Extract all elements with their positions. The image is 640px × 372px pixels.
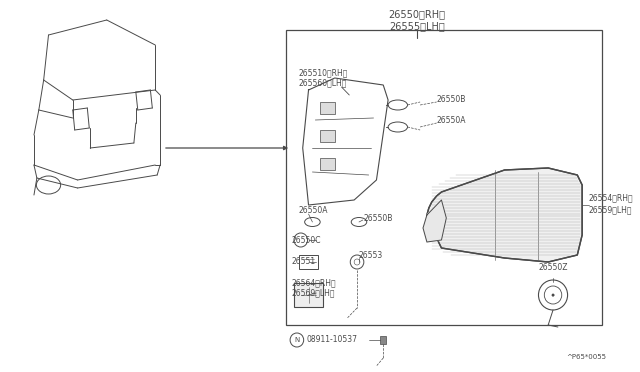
- Text: 26554〈RH〉: 26554〈RH〉: [589, 193, 634, 202]
- Polygon shape: [423, 200, 446, 242]
- Text: 26550A: 26550A: [299, 205, 328, 215]
- Bar: [320, 130, 335, 142]
- Text: 26550〈RH〉: 26550〈RH〉: [388, 9, 445, 19]
- Text: 26569〈LH〉: 26569〈LH〉: [291, 289, 335, 298]
- Text: 265510〈RH〉: 265510〈RH〉: [299, 68, 348, 77]
- Text: ^P65*0055: ^P65*0055: [566, 354, 606, 360]
- Text: 26559〈LH〉: 26559〈LH〉: [589, 205, 632, 215]
- Text: 26555〈LH〉: 26555〈LH〉: [389, 21, 445, 31]
- Bar: [286, 30, 602, 325]
- Text: 26550B: 26550B: [364, 214, 393, 222]
- Bar: [294, 283, 323, 307]
- Text: 26551: 26551: [291, 257, 315, 266]
- Bar: [320, 158, 335, 170]
- Text: 26550Z: 26550Z: [538, 263, 568, 273]
- Text: 26553: 26553: [359, 250, 383, 260]
- Bar: [320, 102, 335, 114]
- Bar: [380, 336, 386, 344]
- Polygon shape: [427, 168, 582, 262]
- Bar: [299, 255, 318, 269]
- Text: 26550A: 26550A: [436, 115, 466, 125]
- Text: 265560〈LH〉: 265560〈LH〉: [299, 78, 348, 87]
- Text: 26564〈RH〉: 26564〈RH〉: [291, 279, 336, 288]
- Text: N: N: [294, 337, 300, 343]
- Text: 26550B: 26550B: [436, 94, 466, 103]
- Text: 26550C: 26550C: [291, 235, 321, 244]
- Text: 08911-10537: 08911-10537: [307, 336, 358, 344]
